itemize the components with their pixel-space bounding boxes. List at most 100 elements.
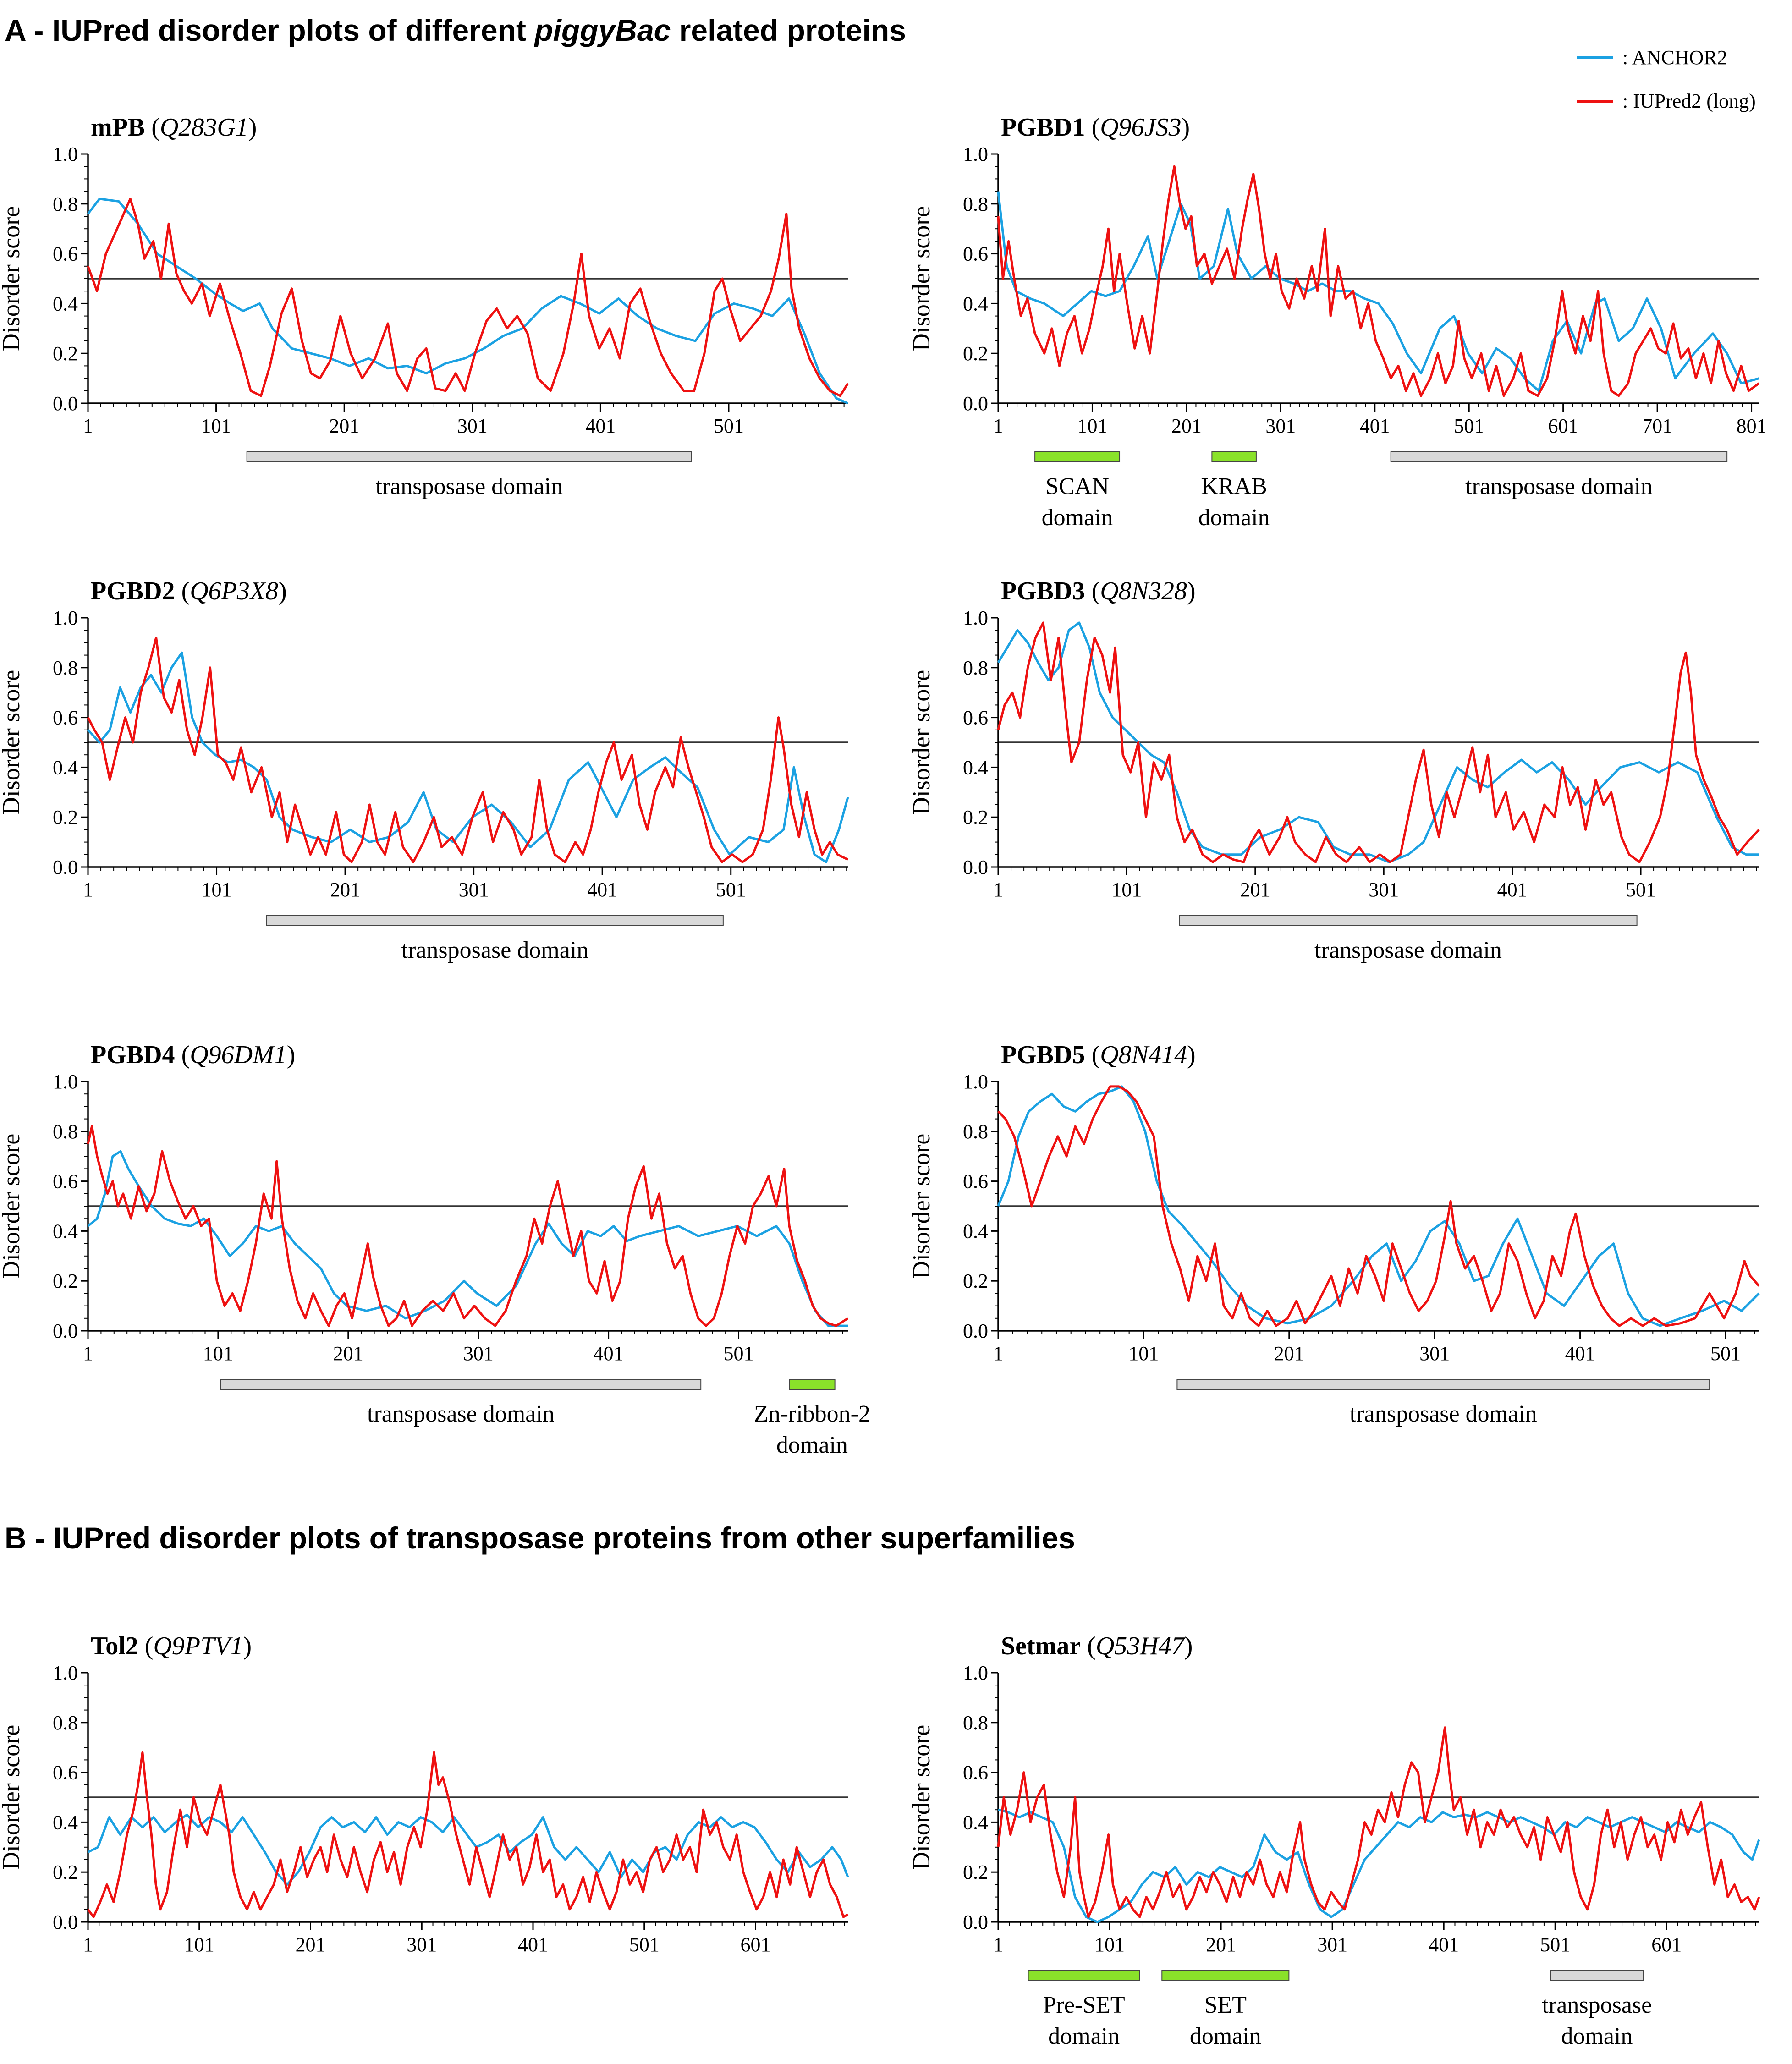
x-tick-label: 101: [1094, 1933, 1125, 1956]
anchor2-line: [87, 1150, 848, 1327]
legend-iupred-label: : IUPred2 (long): [1622, 90, 1756, 112]
chart-title: PGBD4 (Q96DM1): [91, 1041, 295, 1069]
x-tick-label: 101: [201, 415, 231, 437]
domain-label: transposase domain: [401, 937, 589, 963]
chart-title-paren: ): [287, 1041, 296, 1069]
chart-title-name: PGBD2: [91, 577, 175, 605]
chart-title-paren: ): [243, 1632, 252, 1660]
y-tick-label: 0.6: [53, 707, 78, 729]
y-tick-label: 0.0: [963, 856, 988, 878]
y-tick-label: 1.0: [963, 607, 988, 629]
y-tick-label: 0.6: [963, 707, 988, 729]
y-tick-label: 0.0: [963, 1320, 988, 1342]
legend: : ANCHOR2 : IUPred2 (long): [1577, 44, 1778, 117]
domain-label: transposase domain: [1314, 937, 1502, 963]
chart-title-paren: (: [175, 577, 190, 605]
chart-title: PGBD3 (Q8N328): [1001, 577, 1196, 605]
x-tick-label: 401: [1360, 415, 1390, 437]
chart-title-name: Setmar: [1001, 1632, 1081, 1660]
x-tick-label: 1: [83, 1342, 93, 1365]
iupred2-line: [87, 1751, 849, 1918]
domain-label: Zn-ribbon-2: [754, 1401, 870, 1427]
y-tick-label: 0.6: [53, 243, 78, 265]
x-tick-label: 1: [993, 415, 1003, 437]
iupred2-line: [997, 1726, 1760, 1918]
chart-title-name: Tol2: [91, 1632, 138, 1660]
iupred2-line: [997, 621, 1760, 863]
y-tick-label: 0.0: [53, 856, 78, 878]
domain-bar: [246, 451, 692, 462]
chart-title-name: PGBD3: [1001, 577, 1085, 605]
y-tick-label: 0.8: [53, 1120, 78, 1143]
chart-pgbd4: PGBD4 (Q96DM1) Disorder score 0.0 0.2 0.4 0.6…: [0, 1041, 870, 1458]
y-tick-label: 0.2: [53, 806, 78, 829]
y-tick-label: 0.4: [963, 756, 988, 779]
x-tick-label: 1: [993, 878, 1003, 901]
y-tick-label: 0.2: [963, 1270, 988, 1292]
y-tick-label: 1.0: [963, 143, 988, 165]
chart-title-paren: (: [1085, 113, 1100, 142]
domain-label: KRAB: [1201, 473, 1267, 500]
x-tick-label: 201: [333, 1342, 363, 1365]
iupred2-line: [997, 1085, 1760, 1327]
y-tick-label: 0.8: [53, 193, 78, 215]
chart-pgbd1: PGBD1 (Q96JS3) Disorder score 0.0 0.2 0.4 0.6…: [907, 113, 1767, 531]
domain-bar: [266, 915, 724, 926]
domain-bar: [1211, 451, 1257, 462]
y-tick-label: 0.8: [963, 657, 988, 679]
x-tick-label: 401: [1565, 1342, 1595, 1365]
chart-title-name: PGBD4: [91, 1041, 175, 1069]
x-tick-label: 1: [83, 878, 93, 901]
x-tick-label: 301: [1317, 1933, 1347, 1956]
y-tick-label: 0.4: [963, 292, 988, 315]
anchor2-line: [997, 191, 1759, 392]
y-tick-label: 0.2: [53, 1270, 78, 1292]
y-tick-label: 1.0: [53, 1070, 78, 1093]
x-tick-label: 201: [1274, 1342, 1304, 1365]
x-tick-label: 301: [407, 1933, 437, 1956]
domain-bar: [220, 1379, 702, 1390]
chart-title: PGBD5 (Q8N414): [1001, 1041, 1196, 1069]
y-tick-label: 0.0: [963, 392, 988, 415]
chart-mpb: mPB (Q283G1) Disorder score 0.0 0.2 0.4 0.6 0.…: [0, 113, 849, 500]
y-axis-label: Disorder score: [907, 670, 935, 815]
y-tick-label: 0.2: [53, 1861, 78, 1883]
iupred2-line: [87, 637, 849, 863]
chart-title: PGBD1 (Q96JS3): [1001, 113, 1190, 142]
y-tick-label: 1.0: [53, 1662, 78, 1684]
legend-anchor-line: [1577, 56, 1613, 59]
iupred2-line: [997, 165, 1760, 397]
domain-bar: [1028, 1970, 1140, 1981]
domain-label: SCAN: [1045, 473, 1109, 500]
chart-title-paren: ): [278, 577, 287, 605]
y-tick-label: 0.8: [53, 1712, 78, 1734]
chart-title-accession: Q8N414: [1100, 1041, 1187, 1069]
chart-pgbd2: PGBD2 (Q6P3X8) Disorder score 0.0 0.2 0.4 0.6…: [0, 577, 849, 963]
chart-title: Setmar (Q53H47): [1001, 1632, 1193, 1660]
x-tick-label: 301: [463, 1342, 494, 1365]
chart-title-accession: Q96JS3: [1100, 113, 1181, 142]
x-tick-label: 201: [1240, 878, 1270, 901]
chart-title-accession: Q96DM1: [190, 1041, 287, 1069]
y-tick-label: 0.6: [963, 1762, 988, 1784]
y-tick-label: 0.8: [53, 657, 78, 679]
domain-bar: [1179, 915, 1638, 926]
domain-bar: [1550, 1970, 1644, 1981]
chart-title-name: mPB: [91, 113, 145, 142]
chart-pgbd5: PGBD5 (Q8N414) Disorder score 0.0 0.2 0.4 0.6…: [907, 1041, 1760, 1427]
x-tick-label: 601: [1548, 415, 1578, 437]
x-tick-label: 1: [83, 415, 93, 437]
y-tick-label: 1.0: [963, 1662, 988, 1684]
legend-anchor-label: : ANCHOR2: [1622, 46, 1727, 69]
y-tick-label: 0.2: [963, 1861, 988, 1883]
chart-title-paren: (: [1081, 1632, 1096, 1660]
x-tick-label: 101: [1077, 415, 1107, 437]
chart-title-name: PGBD5: [1001, 1041, 1085, 1069]
chart-title-paren: (: [145, 113, 160, 142]
y-axis-label: Disorder score: [907, 206, 935, 351]
chart-title: Tol2 (Q9PTV1): [91, 1632, 252, 1660]
y-tick-label: 0.4: [963, 1220, 988, 1242]
x-tick-label: 1: [993, 1342, 1003, 1365]
x-tick-label: 501: [724, 1342, 754, 1365]
